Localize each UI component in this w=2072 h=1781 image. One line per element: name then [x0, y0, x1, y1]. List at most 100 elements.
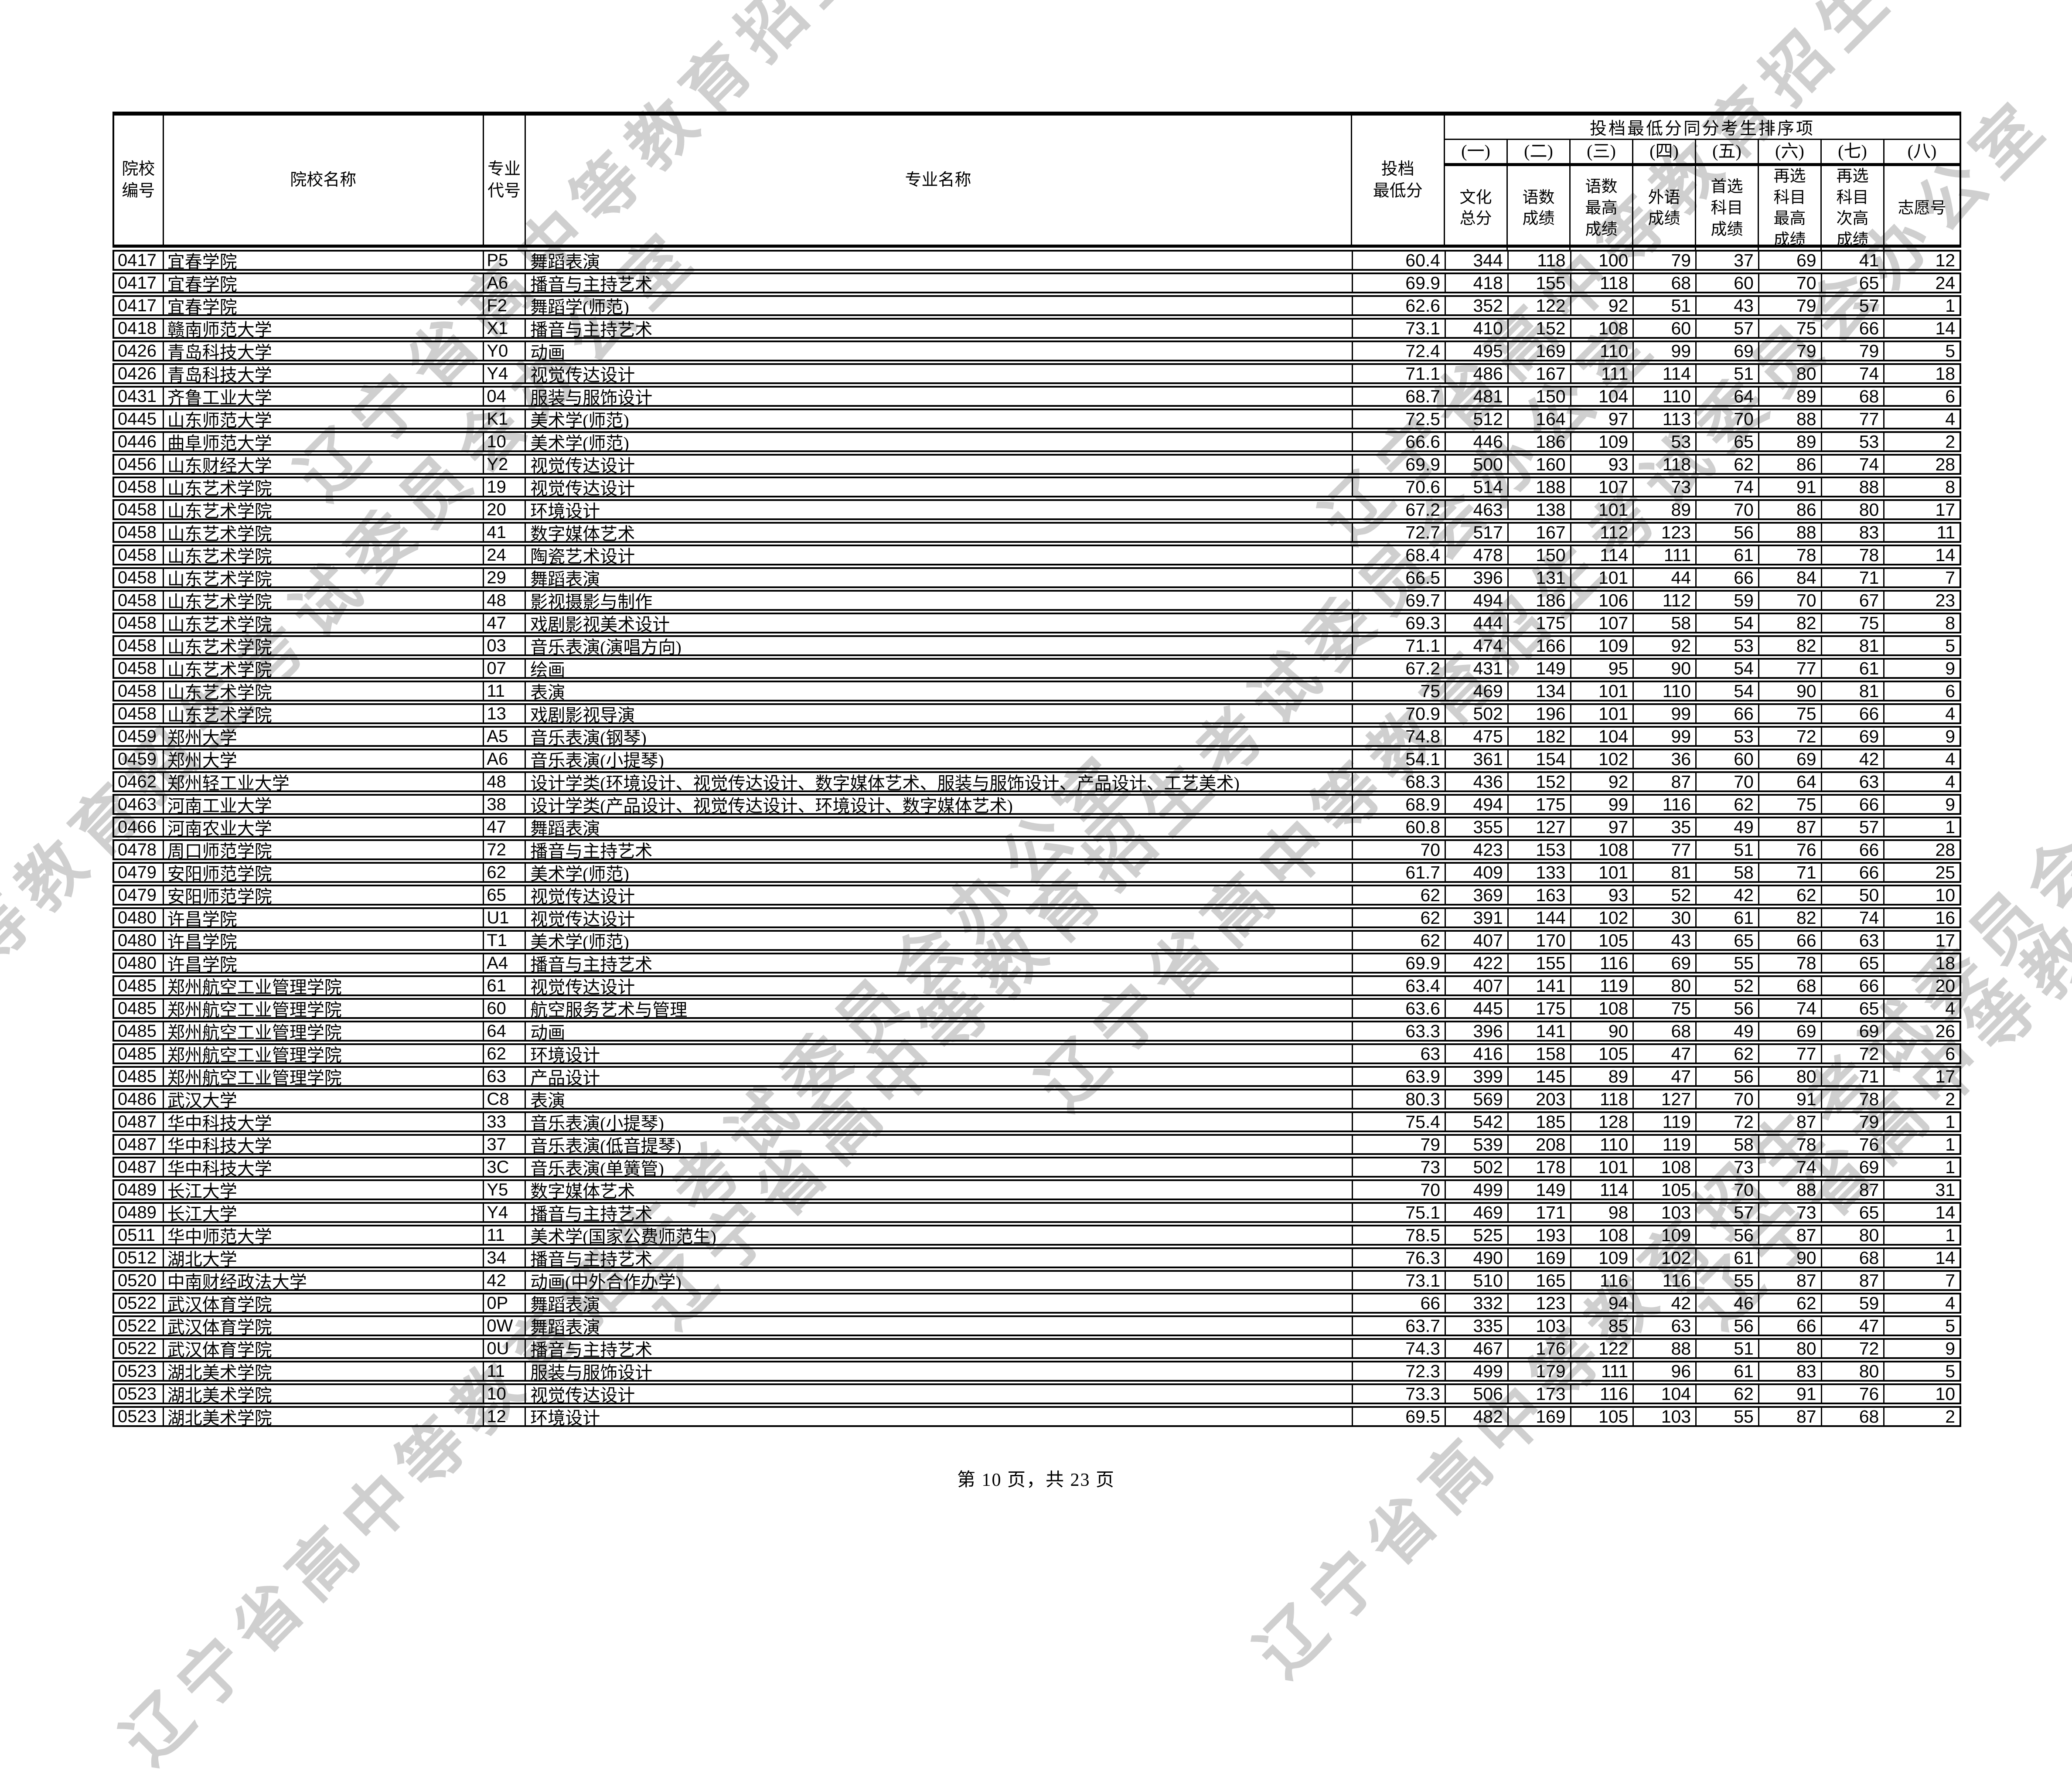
reselect-subject-2nd-cell: 65 [1822, 274, 1885, 292]
first-subject-cell: 55 [1697, 1272, 1759, 1289]
first-subject-cell: 54 [1697, 682, 1759, 700]
chinese-math-cell: 149 [1509, 660, 1571, 677]
reselect-subject-2nd-cell: 80 [1822, 1362, 1885, 1380]
college-name-cell: 青岛科技大学 [164, 365, 484, 382]
wish-number-cell: 25 [1935, 864, 1956, 881]
foreign-language-cell: 47 [1634, 1045, 1697, 1062]
college-name-cell: 赣南师范大学 [164, 320, 484, 337]
chinese-math-cell: 178 [1509, 1158, 1571, 1176]
chinese-math-max-cell: 122 [1571, 1340, 1634, 1357]
chinese-math-max-cell: 108 [1571, 1226, 1634, 1244]
table-row: 0458 山东艺术学院 19 视觉传达设计 70.6 514 188 107 7… [112, 477, 1961, 497]
chinese-math-max-cell: 104 [1571, 728, 1634, 745]
tiebreak-label-row: 文化 总分 语数 成绩 语数 最高 成绩 外语 成绩 首选 科目 成绩 再选 科… [1445, 166, 1960, 252]
college-code-cell: 0523 [114, 1385, 164, 1403]
culture-total-cell: 431 [1446, 660, 1509, 677]
chinese-math-max-cell: 105 [1571, 1408, 1634, 1425]
wish-number-cell: 31 [1935, 1181, 1956, 1199]
reselect-subject-2nd-cell: 61 [1822, 660, 1885, 677]
college-code-cell: 0462 [114, 773, 164, 790]
college-code-cell: 0520 [114, 1272, 164, 1289]
college-name-cell: 郑州大学 [164, 728, 484, 745]
college-code-cell: 0486 [114, 1090, 164, 1108]
reselect-subject-2nd-cell: 68 [1822, 1249, 1885, 1267]
reselect-subject-max-cell: 84 [1759, 569, 1822, 586]
chinese-math-max-cell: 109 [1571, 1249, 1634, 1267]
min-score-cell: 76.3 [1353, 1249, 1446, 1267]
major-code-cell: 37 [484, 1136, 526, 1153]
first-subject-cell: 64 [1697, 388, 1759, 405]
reselect-subject-2nd-cell: 69 [1822, 1158, 1885, 1176]
major-name-header: 专业名称 [526, 116, 1352, 245]
major-name-cell: 服装与服饰设计 [526, 1362, 1353, 1380]
chinese-math-cell: 188 [1509, 478, 1571, 496]
min-score-cell: 62 [1353, 909, 1446, 926]
table-row: 0487 华中科技大学 33 音乐表演(小提琴) 75.4 542 185 12… [112, 1111, 1961, 1132]
chinese-math-cell: 138 [1509, 501, 1571, 518]
foreign-language-cell: 44 [1634, 569, 1697, 586]
college-name-cell: 郑州航空工业管理学院 [164, 1022, 484, 1040]
min-score-cell: 63.7 [1353, 1317, 1446, 1335]
min-score-cell: 61.7 [1353, 864, 1446, 881]
foreign-language-cell: 116 [1634, 796, 1697, 813]
wish-number-cell: 17 [1935, 1068, 1956, 1085]
college-name-cell: 山东艺术学院 [164, 524, 484, 541]
culture-total-cell: 361 [1446, 750, 1509, 768]
chinese-math-cell: 127 [1509, 818, 1571, 836]
first-subject-cell: 57 [1697, 320, 1759, 337]
reselect-subject-2nd-header: 再选 科目 次高 成绩 [1822, 166, 1885, 252]
min-score-cell: 71.1 [1353, 365, 1446, 382]
chinese-math-max-cell: 114 [1571, 546, 1634, 564]
college-code-cell: 0458 [114, 660, 164, 677]
college-name-cell: 青岛科技大学 [164, 342, 484, 360]
reselect-subject-max-header: 再选 科目 最高 成绩 [1759, 166, 1822, 252]
major-code-cell: 20 [484, 501, 526, 518]
college-code-cell: 0426 [114, 342, 164, 360]
chinese-math-cell: 185 [1509, 1113, 1571, 1131]
culture-total-cell: 490 [1446, 1249, 1509, 1267]
foreign-language-cell: 53 [1634, 433, 1697, 450]
culture-total-cell: 436 [1446, 773, 1509, 790]
major-code-cell: A4 [484, 954, 526, 972]
reselect-subject-2nd-cell: 80 [1822, 1226, 1885, 1244]
chinese-math-max-cell: 111 [1571, 1362, 1634, 1380]
major-name-cell: 播音与主持艺术 [526, 954, 1353, 972]
major-name-cell: 航空服务艺术与管理 [526, 1000, 1353, 1017]
reselect-subject-2nd-cell: 81 [1822, 637, 1885, 654]
major-code-cell: K1 [484, 410, 526, 428]
first-subject-cell: 72 [1697, 1113, 1759, 1131]
chinese-math-max-cell: 110 [1571, 1136, 1634, 1153]
reselect-subject-2nd-cell: 87 [1822, 1181, 1885, 1199]
tiebreak-index-row: (一) (二) (三) (四) (五) (六) (七) (八) [1445, 140, 1960, 166]
reselect-subject-max-cell: 88 [1759, 1181, 1822, 1199]
table-row: 0466 河南农业大学 47 舞蹈表演 60.8 355 127 97 35 4… [112, 817, 1961, 838]
first-subject-cell: 56 [1697, 1317, 1759, 1335]
first-subject-cell: 53 [1697, 728, 1759, 745]
min-score-cell: 68.9 [1353, 796, 1446, 813]
college-code-cell: 0522 [114, 1317, 164, 1335]
college-code-cell: 0487 [114, 1136, 164, 1153]
college-code-cell: 0466 [114, 818, 164, 836]
major-code-cell: T1 [484, 932, 526, 949]
min-score-cell: 80.3 [1353, 1090, 1446, 1108]
major-name-cell: 播音与主持艺术 [526, 1204, 1353, 1221]
college-name-cell: 武汉体育学院 [164, 1340, 484, 1357]
foreign-language-cell: 119 [1634, 1113, 1697, 1131]
culture-total-cell: 423 [1446, 841, 1509, 858]
college-code-cell: 0459 [114, 750, 164, 768]
first-subject-cell: 70 [1697, 773, 1759, 790]
table-row: 0463 河南工业大学 38 设计学类(产品设计、视觉传达设计、环境设计、数字媒… [112, 794, 1961, 815]
table-row: 0445 山东师范大学 K1 美术学(师范) 72.5 512 164 97 1… [112, 409, 1961, 429]
reselect-subject-2nd-cell: 76 [1822, 1136, 1885, 1153]
college-name-cell: 长江大学 [164, 1204, 484, 1221]
wish-number-cell: 6 [1945, 1045, 1956, 1062]
culture-total-cell: 542 [1446, 1113, 1509, 1131]
wish-number-cell: 12 [1935, 252, 1956, 269]
chinese-math-max-cell: 105 [1571, 932, 1634, 949]
min-score-cell: 63.4 [1353, 977, 1446, 994]
major-name-cell: 环境设计 [526, 501, 1353, 518]
college-name-cell: 曲阜师范大学 [164, 433, 484, 450]
first-subject-cell: 61 [1697, 909, 1759, 926]
college-name-cell: 郑州航空工业管理学院 [164, 1045, 484, 1062]
table-row: 0489 长江大学 Y5 数字媒体艺术 70 499 149 114 105 7… [112, 1179, 1961, 1200]
